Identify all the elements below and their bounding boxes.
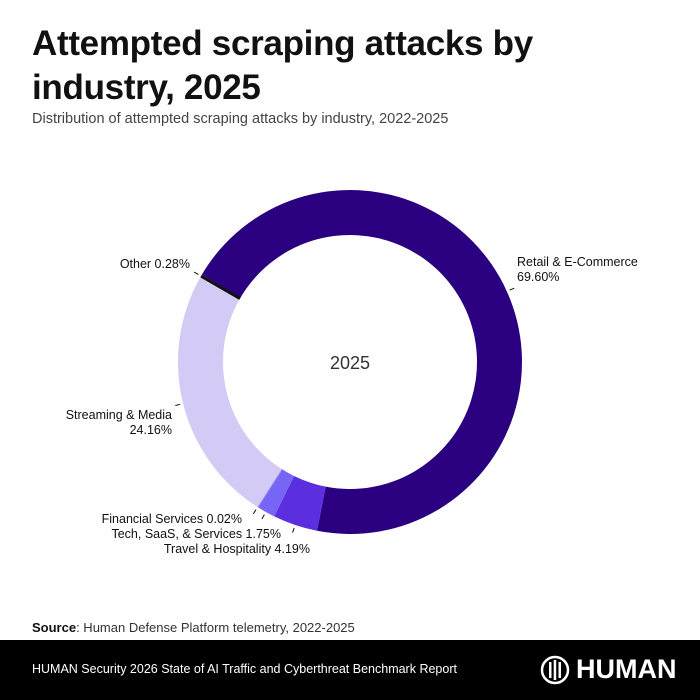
- source-note: Source: Human Defense Platform telemetry…: [32, 620, 355, 635]
- leader-line: [252, 509, 257, 515]
- leader-line: [261, 514, 265, 520]
- footer: HUMAN Security 2026 State of AI Traffic …: [0, 640, 700, 700]
- leader-line: [292, 527, 295, 533]
- slice-streaming-media: [178, 277, 282, 508]
- label-streaming-media: Streaming & Media 24.16%: [66, 408, 172, 437]
- donut-chart: 2025 Retail & E-Commerce 69.60% Travel & H…: [66, 190, 638, 556]
- human-logo: HUMAN: [540, 654, 677, 685]
- leader-line: [509, 287, 515, 291]
- label-travel-hospitality: Travel & Hospitality 4.19%: [164, 542, 310, 556]
- slice-other: [200, 274, 241, 300]
- label-other: Other 0.28%: [120, 257, 190, 271]
- human-logo-icon: [540, 655, 570, 684]
- chart-title: Attempted scraping attacks by industry, …: [32, 24, 533, 107]
- label-retail-e-commerce: Retail & E-Commerce 69.60%: [517, 255, 638, 284]
- slice-travel-hospitality: [274, 476, 326, 531]
- leader-line: [175, 403, 181, 407]
- leader-line: [193, 271, 199, 275]
- footer-text: HUMAN Security 2026 State of AI Traffic …: [32, 662, 457, 676]
- label-financial-services: Financial Services 0.02%: [102, 512, 242, 526]
- source-label: Source: [32, 620, 77, 635]
- chart-subtitle: Distribution of attempted scraping attac…: [32, 111, 449, 127]
- source-text: : Human Defense Platform telemetry, 2022…: [76, 620, 355, 635]
- slice-tech-saas-services: [257, 469, 295, 517]
- slice-financial-services: [257, 468, 283, 508]
- label-tech-saas-services: Tech, SaaS, & Services 1.75%: [111, 527, 281, 541]
- logo-text: HUMAN: [576, 654, 677, 684]
- center-label: 2025: [330, 353, 370, 373]
